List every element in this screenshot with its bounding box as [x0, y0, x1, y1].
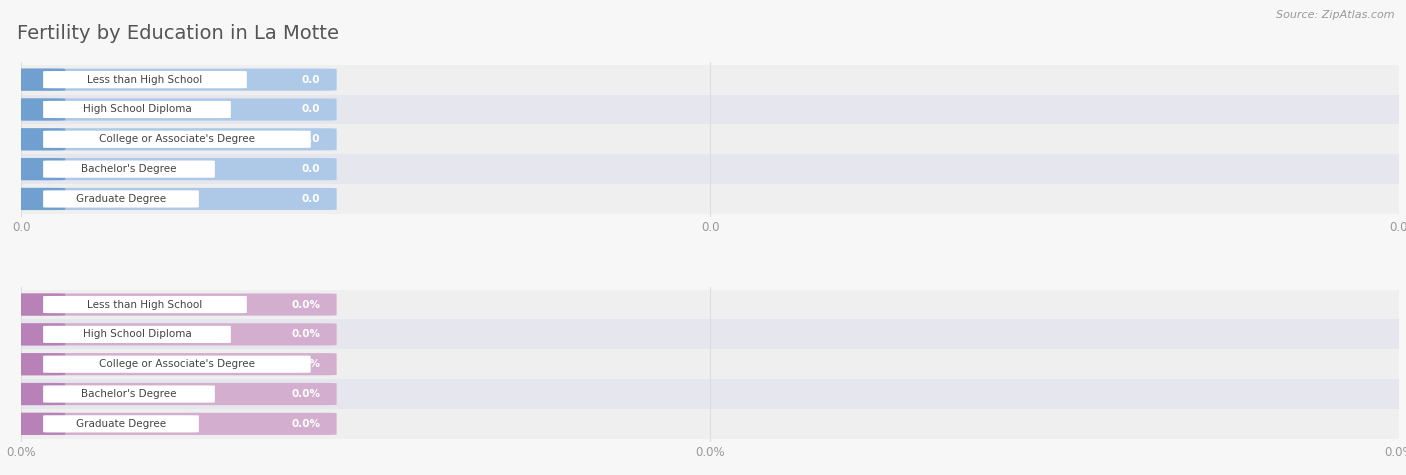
- Text: 0.0%: 0.0%: [291, 359, 321, 369]
- Text: Source: ZipAtlas.com: Source: ZipAtlas.com: [1277, 10, 1395, 19]
- FancyBboxPatch shape: [7, 323, 336, 345]
- Text: 0.0: 0.0: [302, 134, 321, 144]
- FancyBboxPatch shape: [7, 413, 336, 435]
- FancyBboxPatch shape: [44, 161, 215, 178]
- Text: 0.0: 0.0: [302, 75, 321, 85]
- FancyBboxPatch shape: [7, 383, 65, 405]
- Bar: [21, 320, 1399, 349]
- FancyBboxPatch shape: [44, 296, 247, 313]
- FancyBboxPatch shape: [7, 158, 65, 180]
- Bar: [21, 349, 1399, 379]
- Text: Less than High School: Less than High School: [87, 300, 202, 310]
- FancyBboxPatch shape: [7, 413, 65, 435]
- Text: Less than High School: Less than High School: [87, 75, 202, 85]
- Text: 0.0: 0.0: [302, 194, 321, 204]
- FancyBboxPatch shape: [7, 98, 65, 121]
- Text: 0.0%: 0.0%: [291, 419, 321, 429]
- Bar: [21, 184, 1399, 214]
- FancyBboxPatch shape: [7, 68, 65, 91]
- Text: College or Associate's Degree: College or Associate's Degree: [98, 359, 254, 369]
- FancyBboxPatch shape: [7, 383, 336, 405]
- FancyBboxPatch shape: [44, 356, 311, 373]
- Text: 0.0: 0.0: [302, 164, 321, 174]
- Text: Graduate Degree: Graduate Degree: [76, 194, 166, 204]
- FancyBboxPatch shape: [44, 131, 311, 148]
- Text: High School Diploma: High School Diploma: [83, 104, 191, 114]
- Bar: [21, 95, 1399, 124]
- Bar: [21, 65, 1399, 95]
- Text: 0.0: 0.0: [302, 104, 321, 114]
- Bar: [21, 124, 1399, 154]
- FancyBboxPatch shape: [7, 353, 336, 375]
- FancyBboxPatch shape: [44, 415, 198, 432]
- FancyBboxPatch shape: [7, 98, 336, 121]
- FancyBboxPatch shape: [7, 294, 65, 316]
- FancyBboxPatch shape: [7, 188, 65, 210]
- FancyBboxPatch shape: [7, 353, 65, 375]
- Text: 0.0%: 0.0%: [291, 300, 321, 310]
- FancyBboxPatch shape: [7, 294, 336, 316]
- Text: Bachelor's Degree: Bachelor's Degree: [82, 389, 177, 399]
- Text: 0.0%: 0.0%: [291, 389, 321, 399]
- Text: Bachelor's Degree: Bachelor's Degree: [82, 164, 177, 174]
- FancyBboxPatch shape: [7, 158, 336, 180]
- FancyBboxPatch shape: [7, 68, 336, 91]
- Bar: [21, 409, 1399, 439]
- FancyBboxPatch shape: [7, 128, 65, 151]
- FancyBboxPatch shape: [44, 101, 231, 118]
- Text: Graduate Degree: Graduate Degree: [76, 419, 166, 429]
- FancyBboxPatch shape: [44, 190, 198, 208]
- FancyBboxPatch shape: [7, 323, 65, 345]
- Text: High School Diploma: High School Diploma: [83, 329, 191, 339]
- FancyBboxPatch shape: [44, 71, 247, 88]
- Bar: [21, 379, 1399, 409]
- Text: College or Associate's Degree: College or Associate's Degree: [98, 134, 254, 144]
- FancyBboxPatch shape: [7, 128, 336, 151]
- FancyBboxPatch shape: [7, 188, 336, 210]
- Text: Fertility by Education in La Motte: Fertility by Education in La Motte: [17, 24, 339, 43]
- Bar: [21, 154, 1399, 184]
- FancyBboxPatch shape: [44, 385, 215, 403]
- Bar: [21, 290, 1399, 320]
- FancyBboxPatch shape: [44, 326, 231, 343]
- Text: 0.0%: 0.0%: [291, 329, 321, 339]
